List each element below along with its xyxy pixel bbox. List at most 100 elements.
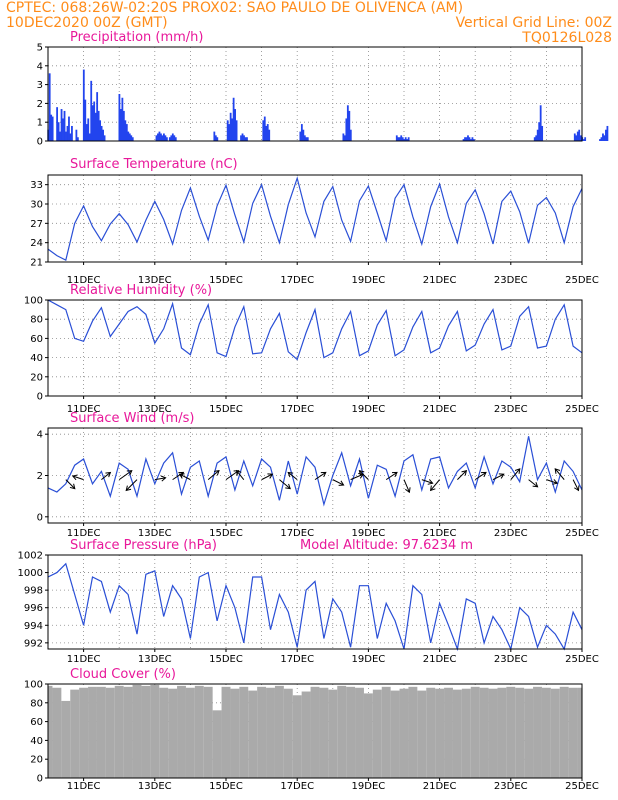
precip-bar <box>395 135 398 141</box>
y-tick-label: 100 <box>24 296 43 307</box>
wind-vector <box>179 473 191 481</box>
precip-bar <box>468 137 471 141</box>
y-tick-label: 992 <box>24 638 43 649</box>
cloud-bar <box>337 685 347 778</box>
cloud-bar <box>248 690 258 778</box>
precip-bar <box>125 124 128 141</box>
precip-bar <box>94 112 97 141</box>
series-line <box>47 299 583 361</box>
precip-bar <box>345 118 348 141</box>
wind-vector <box>207 470 220 481</box>
precip-bar <box>56 107 58 141</box>
precip-bar <box>90 80 93 141</box>
precip-bar <box>88 133 91 141</box>
cloud-bar <box>132 684 142 778</box>
y-tick-label: 2 <box>37 471 43 482</box>
wind-vector <box>572 479 579 491</box>
series-line <box>47 436 583 507</box>
precip-bar <box>128 133 131 141</box>
x-tick-label: 19DEC <box>352 275 386 286</box>
precip-bar <box>171 133 174 141</box>
panel-title: Surface Temperature (nC) <box>70 157 238 172</box>
x-tick-label: 23DEC <box>494 275 528 286</box>
precip-bar <box>243 135 245 141</box>
precip-bar <box>541 125 544 141</box>
precip-bar <box>462 139 465 141</box>
wind-vector <box>236 470 245 480</box>
cloud-bar <box>399 688 409 778</box>
y-tick-label: 80 <box>30 698 43 709</box>
y-tick-label: 1002 <box>18 551 43 562</box>
wind-vector-head <box>461 469 468 476</box>
wind-vector-head <box>338 480 345 486</box>
y-tick-label: 20 <box>30 755 43 766</box>
panel-temperature: 21 24 27 30 33 Surface Temperature (nC) 11DEC 1… <box>30 157 599 286</box>
wind-vector-head <box>235 469 242 476</box>
cloud-bar <box>319 687 329 778</box>
cloud-bar <box>52 687 62 778</box>
wind-vector-head <box>532 481 539 488</box>
y-tick-label: 5 <box>37 43 43 54</box>
y-tick-label: 27 <box>30 219 43 230</box>
precip-bar <box>155 135 158 141</box>
cloud-bar <box>568 687 578 778</box>
x-tick-label: 11DEC <box>67 404 101 415</box>
precip-bar <box>346 105 349 141</box>
y-tick-label: 996 <box>24 603 43 614</box>
x-tick-label: 11DEC <box>67 275 101 286</box>
cloud-bar <box>346 686 356 778</box>
x-tick-label: 21DEC <box>423 781 457 792</box>
cloud-bar <box>114 685 124 778</box>
cloud-bar <box>506 686 516 778</box>
panel-frame <box>47 427 583 524</box>
precip-bar <box>131 137 134 141</box>
precip-bar <box>82 69 85 141</box>
y-tick-label: 20 <box>30 372 43 383</box>
panel-wind: 0 2 4 Surface Wind (m/s) 11DEC 13DEC 15DEC 17DE… <box>37 411 599 539</box>
precip-bar <box>50 114 53 141</box>
precip-bar <box>103 135 106 141</box>
precip-bar <box>71 125 73 141</box>
y-tick-label: 0 <box>37 512 43 523</box>
precip-bar <box>603 135 606 141</box>
precip-bar <box>59 131 61 141</box>
cloud-bar <box>426 687 436 778</box>
wind-vector <box>261 473 273 481</box>
wind-vector-head <box>320 471 327 478</box>
precip-bar <box>168 137 171 141</box>
precip-bar <box>406 139 409 141</box>
wind-vector-head <box>480 471 487 478</box>
precip-bar <box>467 135 469 141</box>
wind-vector <box>554 468 565 480</box>
precip-bar <box>349 129 352 141</box>
cloud-bar <box>292 695 302 778</box>
panel-title: Surface Wind (m/s) <box>70 411 194 426</box>
wind-vector <box>332 479 344 486</box>
cloud-bar <box>159 687 169 778</box>
cloud-bar <box>488 688 498 778</box>
y-tick-label: 21 <box>30 258 43 269</box>
cloud-bar <box>88 686 97 778</box>
precip-bar <box>400 135 403 141</box>
precip-bar <box>51 116 54 141</box>
precip-bar <box>303 135 306 141</box>
x-tick-label: 25DEC <box>565 404 599 415</box>
precip-bar <box>265 125 268 141</box>
wind-vector-head <box>126 470 133 476</box>
precip-bar <box>62 118 64 141</box>
cloud-bar <box>266 687 275 778</box>
y-tick-label: 0 <box>37 392 43 403</box>
panel-frame <box>47 683 583 779</box>
x-tick-label: 15DEC <box>209 528 243 539</box>
header-date: 10DEC2020 00Z (GMT) <box>6 15 168 31</box>
wind-vector <box>492 473 505 481</box>
precip-bar <box>75 129 78 141</box>
panel-title: Surface Pressure (hPa) <box>70 538 217 553</box>
precip-bar <box>214 135 217 141</box>
x-tick-label: 13DEC <box>138 528 172 539</box>
wind-vector-head <box>125 485 132 492</box>
x-tick-label: 25DEC <box>565 528 599 539</box>
wind-vector <box>421 479 433 484</box>
cloud-bar <box>48 685 53 778</box>
y-tick-label: 60 <box>30 717 43 728</box>
